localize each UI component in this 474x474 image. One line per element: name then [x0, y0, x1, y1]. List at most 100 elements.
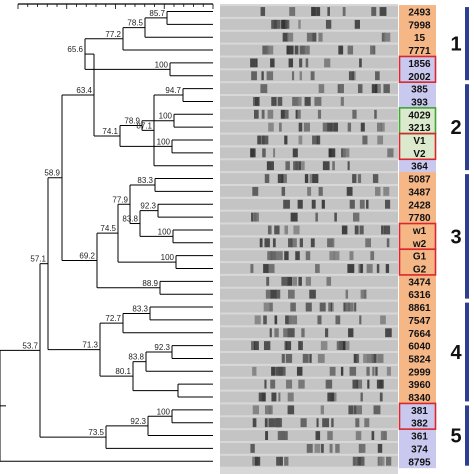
isolate-lane-background	[399, 390, 436, 404]
gel-band	[377, 354, 384, 363]
gel-band	[288, 58, 294, 68]
isolate-lane-background	[399, 377, 436, 392]
isolate-label: V1	[413, 136, 426, 147]
isolate-lane-background	[399, 82, 436, 96]
isolate-label: 7998	[408, 20, 431, 31]
group-brackets: 1 2 3 4 5	[450, 7, 469, 466]
gel-band	[362, 135, 368, 145]
gel-band	[380, 122, 385, 132]
node-value-label: 77.9	[112, 195, 128, 204]
gel-band	[298, 341, 302, 351]
gel-band	[252, 366, 257, 376]
gel-band	[300, 418, 307, 428]
isolate-label: 3487	[408, 187, 431, 198]
node-value-label: 100	[159, 112, 173, 121]
gel-band	[280, 456, 283, 466]
gel-band	[377, 443, 383, 453]
gel-band	[314, 443, 321, 453]
gel-band	[360, 122, 365, 132]
gel-band	[250, 58, 256, 68]
node-value-label: 92.3	[140, 202, 156, 211]
gel-band	[345, 302, 349, 312]
gel-band	[352, 174, 357, 183]
isolate-lane-background	[399, 429, 436, 443]
gel-band	[297, 109, 301, 119]
gel-band	[270, 251, 277, 261]
highlight-boxes	[398, 55, 437, 430]
isolate-lane-background	[399, 313, 436, 327]
gel-lane	[220, 108, 398, 120]
isolate-lane-background	[399, 326, 436, 340]
gel-band	[252, 186, 259, 196]
gel-band	[251, 341, 256, 351]
gel-band	[309, 289, 316, 299]
gel-lane	[220, 404, 398, 416]
isolate-label: G2	[413, 265, 427, 276]
node-value-label: 57.1	[30, 255, 46, 264]
gel-band	[349, 251, 354, 261]
gel-band	[280, 431, 288, 440]
gel-band	[375, 366, 378, 376]
gel-band	[340, 84, 344, 94]
gel-band	[276, 251, 283, 261]
gel-band	[380, 431, 385, 440]
gel-band	[305, 276, 312, 286]
gel-band	[264, 405, 271, 415]
node-value-label: 94.7	[165, 86, 181, 95]
gel-band	[310, 238, 315, 248]
gel-band	[353, 456, 359, 466]
gel-band	[268, 418, 275, 428]
gel-band	[312, 135, 319, 145]
gel-band	[286, 45, 294, 55]
node-value-label: 92.3	[130, 417, 146, 426]
isolate-label: V2	[413, 149, 426, 160]
gel-band	[271, 97, 277, 106]
gel-band	[262, 45, 270, 55]
gel-band	[266, 276, 270, 286]
isolate-label: 3474	[408, 277, 431, 288]
highlight-box	[398, 402, 437, 430]
gel-band	[309, 174, 314, 183]
gel-band	[265, 289, 271, 299]
gel-band	[298, 379, 305, 389]
gel-band	[268, 264, 275, 273]
gel-band	[315, 431, 321, 440]
gel-band	[255, 58, 258, 68]
gel-band	[289, 7, 296, 16]
gel-lane	[220, 314, 398, 326]
gel-lane	[220, 6, 398, 17]
gel-band	[275, 418, 283, 428]
gel-band	[385, 264, 390, 273]
gel-band	[287, 32, 294, 42]
gel-band	[265, 431, 269, 440]
isolate-label: 3213	[408, 123, 431, 134]
gel-band	[254, 456, 261, 466]
gel-band	[372, 366, 375, 376]
gel-band	[376, 264, 380, 273]
isolate-label: w1	[412, 226, 427, 237]
gel-band	[355, 418, 360, 428]
gel-band	[379, 392, 383, 402]
gel-band	[281, 174, 287, 183]
gel-band	[378, 456, 385, 466]
gel-band	[327, 431, 333, 440]
gel-band	[263, 264, 269, 273]
gel-band	[298, 161, 302, 171]
isolate-lane-background	[399, 30, 436, 45]
gel-band	[366, 199, 369, 209]
gel-band	[354, 225, 358, 235]
gel-band	[298, 276, 302, 286]
gel-lane	[220, 173, 398, 184]
gel-band	[342, 148, 350, 158]
pfge-gel-image	[220, 4, 398, 474]
gel-band	[383, 225, 391, 235]
gel-band	[316, 135, 321, 145]
isolate-lane-background	[399, 184, 436, 199]
node-value-label: 69.2	[79, 251, 95, 260]
gel-band	[284, 109, 289, 119]
gel-band	[324, 58, 331, 68]
gel-band	[268, 405, 273, 415]
gel-lane	[220, 378, 398, 390]
isolate-lane-background	[399, 352, 436, 366]
